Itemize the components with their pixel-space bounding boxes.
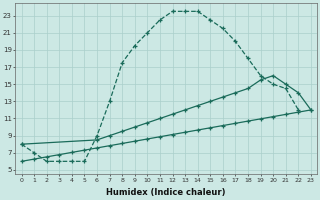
X-axis label: Humidex (Indice chaleur): Humidex (Indice chaleur) [107,188,226,197]
